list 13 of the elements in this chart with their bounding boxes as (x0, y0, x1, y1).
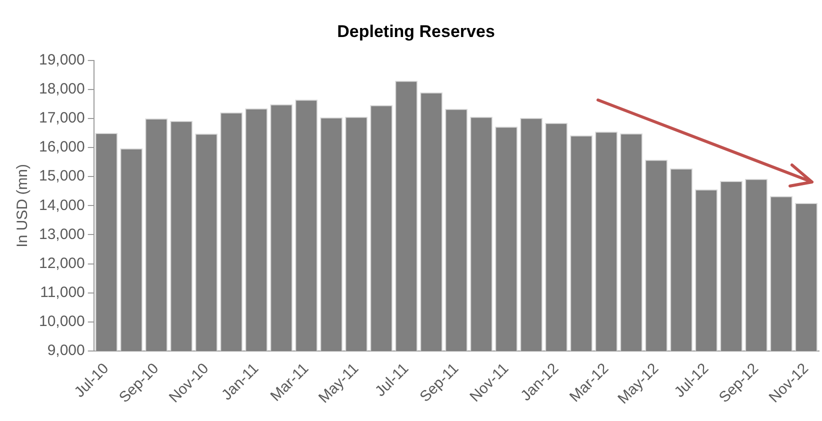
y-tick-label: 9,000 (47, 342, 85, 360)
y-tick-label: 15,000 (38, 168, 85, 185)
y-axis-title: In USD (mn) (14, 164, 32, 248)
y-tick-label: 18,000 (38, 80, 85, 98)
y-tick-label: 10,000 (38, 312, 85, 330)
y-tick-label: 11,000 (40, 284, 85, 301)
y-tick-label: 19,000 (38, 52, 85, 69)
y-tick-label: 17,000 (38, 110, 85, 127)
y-tick-label: 12,000 (38, 254, 85, 272)
chart-title: Depleting Reserves (337, 22, 495, 41)
y-tick-label: 14,000 (38, 196, 85, 214)
y-tick-label: 16,000 (38, 138, 85, 156)
y-tick-label: 13,000 (38, 226, 85, 243)
